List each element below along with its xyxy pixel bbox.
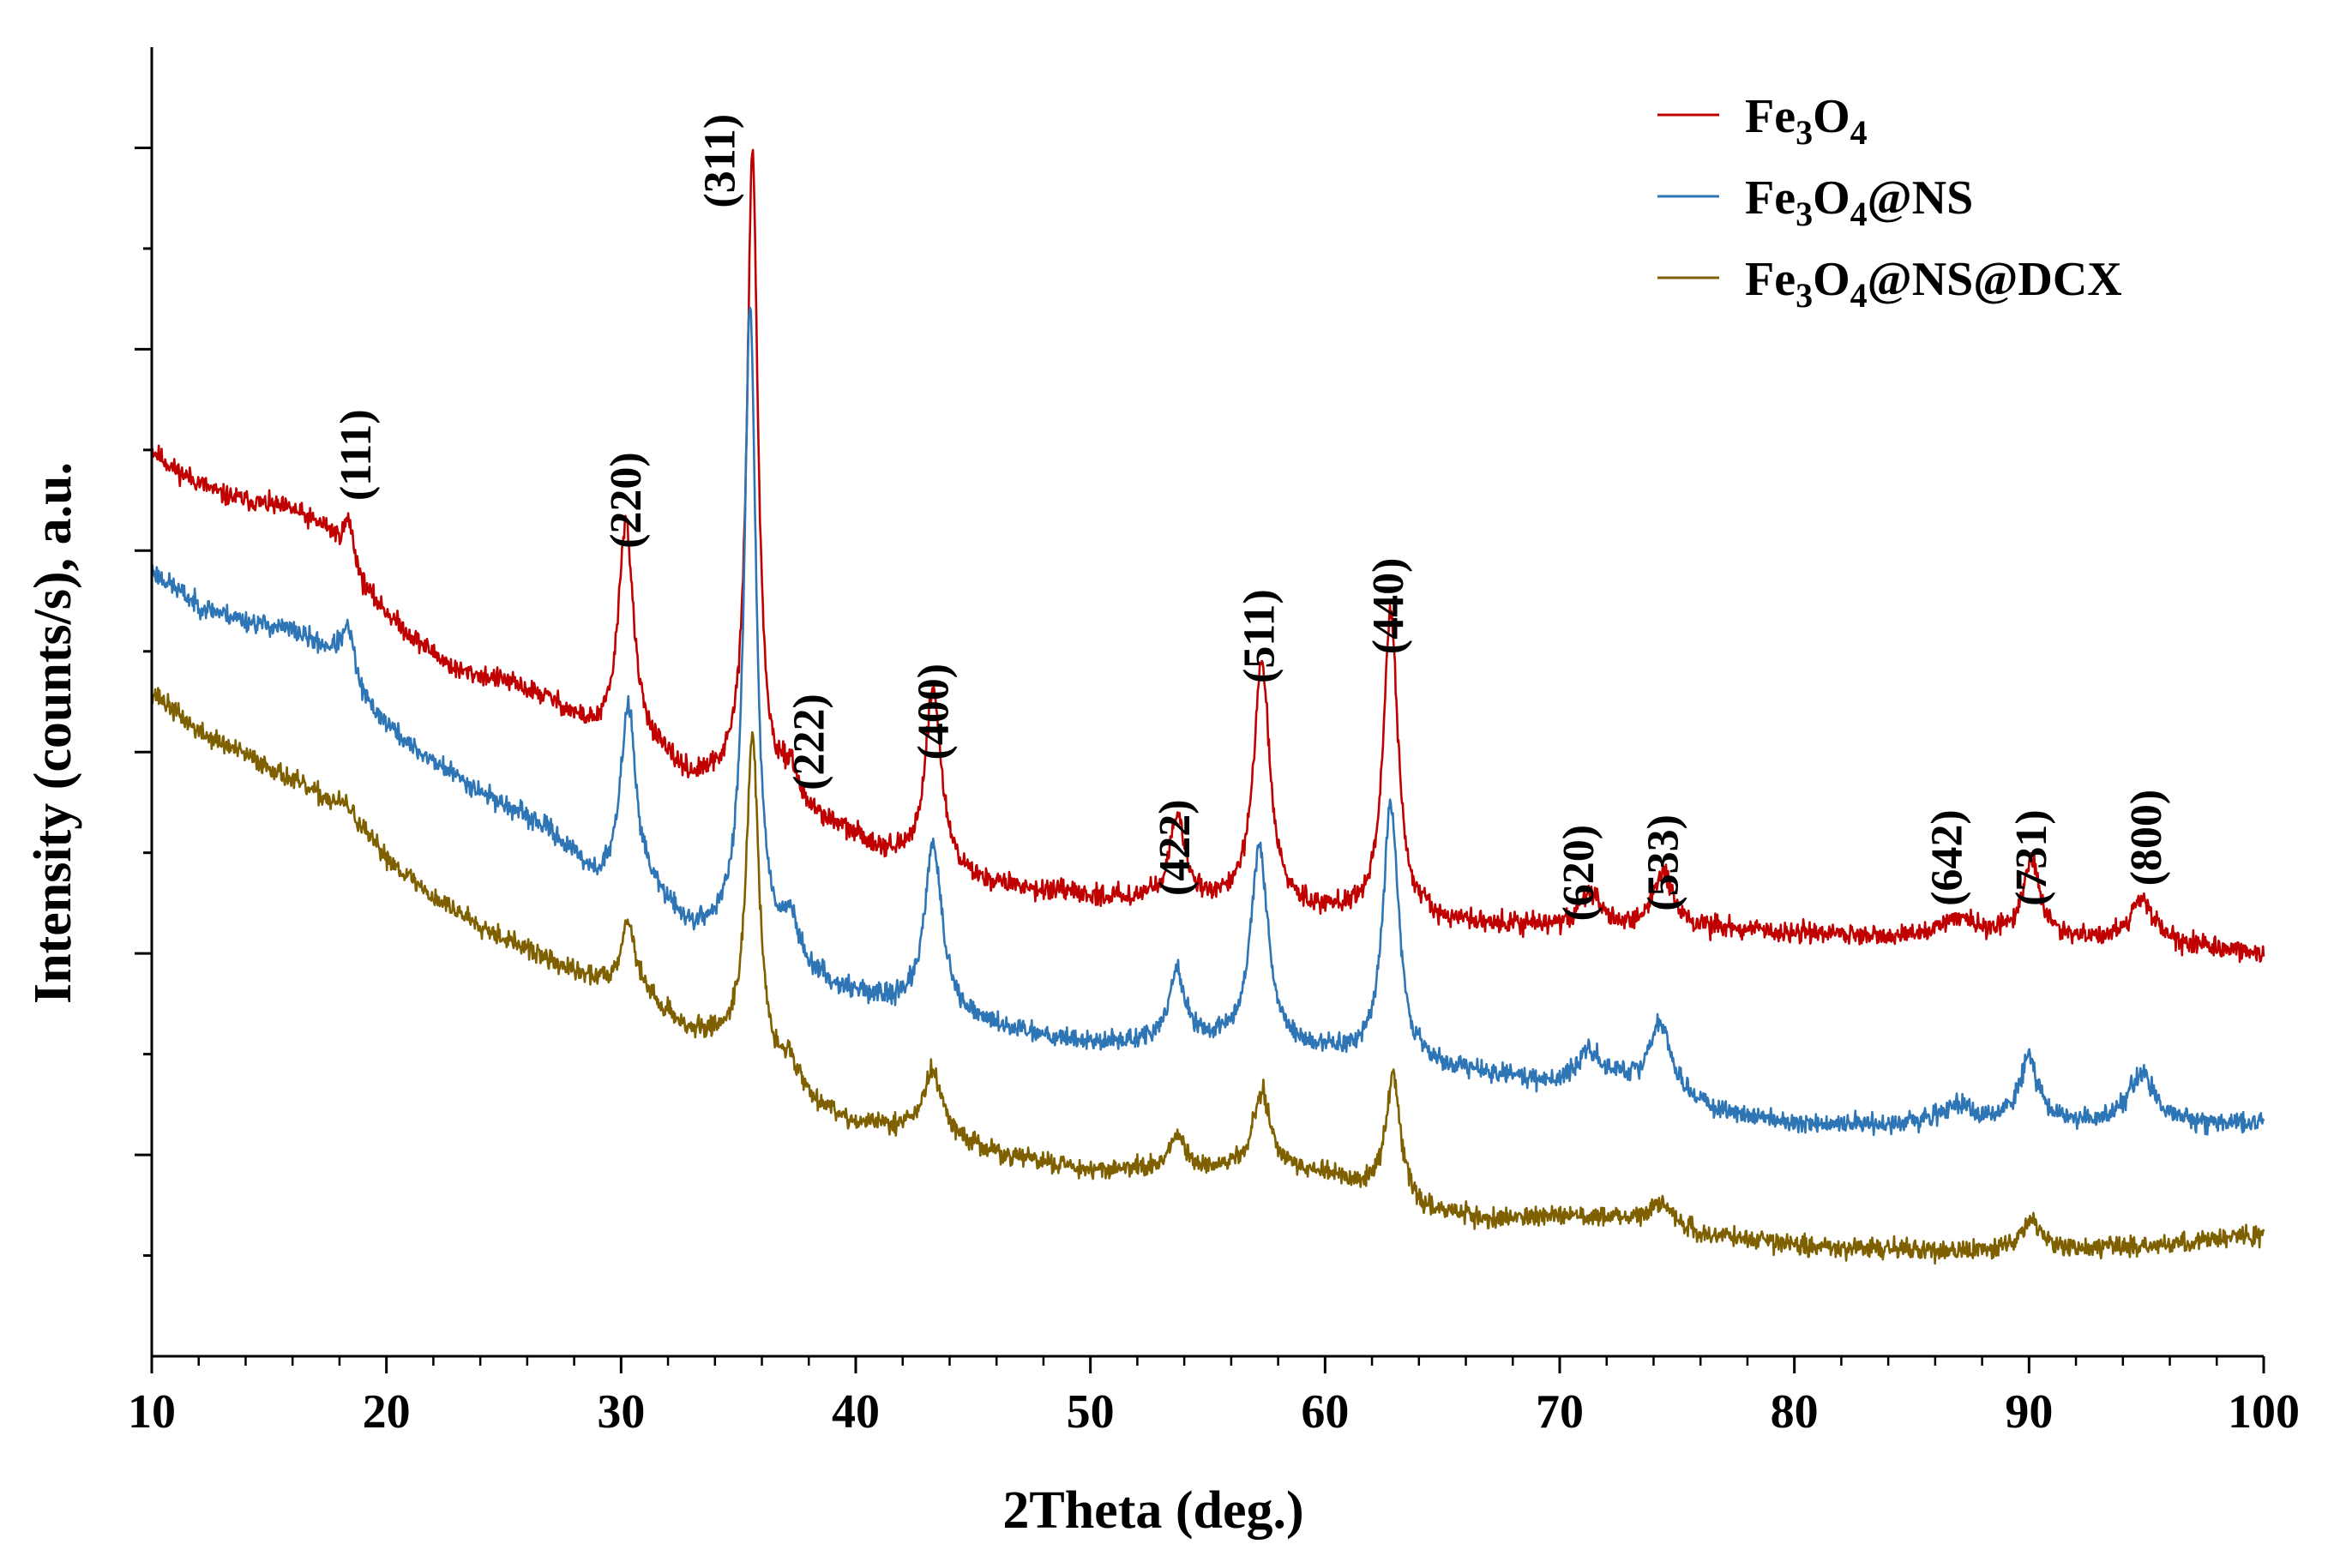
peak-label: (422) — [1151, 799, 1200, 896]
series-line-1 — [150, 306, 2265, 1137]
legend-label-1: Fe3O4@NS — [1745, 171, 1973, 233]
peak-label: (511) — [1236, 589, 1284, 683]
x-tick-label: 100 — [2228, 1385, 2300, 1439]
peak-label: (220) — [602, 452, 651, 549]
peak-label: (311) — [695, 114, 744, 208]
y-axis-title: Intensity (counts/s), a.u. — [24, 462, 82, 1004]
legend-label-2: Fe3O4@NS@DCX — [1745, 253, 2122, 315]
x-tick-label: 80 — [1771, 1385, 1819, 1439]
x-axis-title: 2Theta (deg.) — [1002, 1481, 1303, 1540]
peak-label: (533) — [1639, 814, 1687, 911]
peak-label: (642) — [1923, 809, 1972, 906]
peak-label: (731) — [2007, 809, 2056, 906]
series-layer — [150, 148, 2265, 1265]
peak-label: (111) — [332, 409, 381, 501]
x-tick-label: 60 — [1301, 1385, 1349, 1439]
x-tick-label: 40 — [832, 1385, 880, 1439]
x-tick-label: 90 — [2005, 1385, 2053, 1439]
x-tick-label: 50 — [1067, 1385, 1115, 1439]
x-tick-label: 20 — [363, 1385, 411, 1439]
peak-label: (800) — [2122, 790, 2171, 886]
legend-label-0: Fe3O4 — [1745, 90, 1868, 152]
legend: Fe3O4 Fe3O4@NS Fe3O4@NS@DCX — [1657, 90, 2122, 315]
peak-label: (440) — [1364, 558, 1413, 655]
annotation-layer: (111) (220) (311) (222) (400) (422) (511) (440)… — [332, 114, 2171, 922]
x-tick-label: 30 — [597, 1385, 645, 1439]
peak-label: (620) — [1555, 825, 1603, 922]
series-line-0 — [150, 148, 2265, 964]
x-tick-label: 70 — [1536, 1385, 1584, 1439]
x-tick-label: 10 — [128, 1385, 176, 1439]
axes-layer: 10 20 30 40 50 60 70 80 90 100 — [128, 47, 2300, 1439]
peak-label: (400) — [909, 664, 958, 760]
peak-label: (222) — [785, 694, 833, 790]
series-line-2 — [150, 687, 2265, 1265]
